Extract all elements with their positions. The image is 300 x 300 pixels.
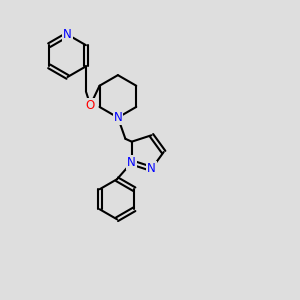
Text: N: N <box>127 156 136 169</box>
Text: O: O <box>86 99 95 112</box>
Text: N: N <box>113 111 122 124</box>
Text: N: N <box>63 28 72 41</box>
Text: N: N <box>147 162 156 176</box>
